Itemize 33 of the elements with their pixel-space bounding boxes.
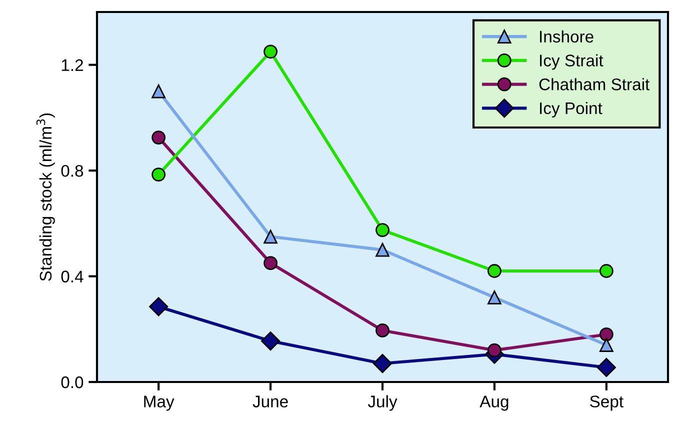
point <box>488 290 502 304</box>
point <box>488 343 502 358</box>
legend-label: Icy Strait <box>540 54 604 70</box>
point <box>152 84 166 98</box>
y-tick-label: 0.8 <box>61 164 84 177</box>
point <box>376 242 390 257</box>
point <box>599 338 614 352</box>
x-tick-label: Aug <box>480 396 508 411</box>
point <box>261 332 280 351</box>
x-tick-label: May <box>144 396 174 411</box>
point <box>488 264 502 278</box>
point <box>376 223 390 237</box>
legend-label: Inshore <box>540 30 594 43</box>
point <box>152 168 166 182</box>
point <box>149 297 168 316</box>
point <box>372 354 392 374</box>
legend-label: Chatham Strait <box>539 78 650 90</box>
point <box>599 327 614 342</box>
x-tick-label: July <box>368 395 398 411</box>
y-tick-label: 0.0 <box>61 376 84 388</box>
y-tick-label: 0.4 <box>61 270 84 282</box>
x-tick-label: Sept <box>590 396 624 411</box>
point <box>152 130 166 144</box>
point <box>599 264 614 278</box>
legend-label: Icy Point <box>540 102 602 118</box>
point <box>376 324 390 338</box>
point <box>596 358 616 377</box>
point <box>264 230 278 244</box>
point <box>264 44 278 59</box>
y-axis-title: Standing stock (ml/m$^{3}$) <box>36 114 55 281</box>
point <box>264 256 278 270</box>
x-tick-label: June <box>252 396 288 408</box>
y-tick-label: 1.2 <box>62 59 83 71</box>
